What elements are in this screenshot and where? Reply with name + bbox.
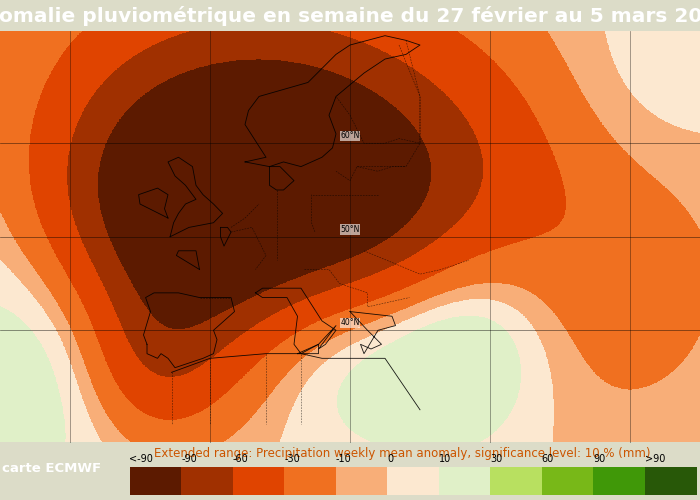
Text: -10: -10 <box>336 454 351 464</box>
Bar <box>490 466 542 496</box>
Text: Extended range: Precipitation weekly mean anomaly, significance level: 10 % (mm): Extended range: Precipitation weekly mea… <box>154 446 651 460</box>
Text: 50°N: 50°N <box>340 225 360 234</box>
Bar <box>542 466 594 496</box>
Text: carte ECMWF: carte ECMWF <box>2 462 101 475</box>
Text: 30: 30 <box>490 454 503 464</box>
Text: >90: >90 <box>645 454 665 464</box>
Text: -90: -90 <box>181 454 197 464</box>
Bar <box>232 466 284 496</box>
Bar <box>439 466 490 496</box>
Text: 0: 0 <box>387 454 393 464</box>
Text: Anomalie pluviométrique en semaine du 27 février au 5 mars 2023: Anomalie pluviométrique en semaine du 27… <box>0 6 700 25</box>
Text: 60°N: 60°N <box>340 132 360 140</box>
Text: 60: 60 <box>542 454 554 464</box>
Bar <box>336 466 387 496</box>
Text: 90: 90 <box>594 454 606 464</box>
Bar <box>387 466 439 496</box>
Bar <box>130 466 181 496</box>
Bar <box>284 466 336 496</box>
Bar <box>645 466 696 496</box>
Text: -30: -30 <box>284 454 300 464</box>
Text: 40°N: 40°N <box>340 318 360 328</box>
Text: <-90: <-90 <box>130 454 153 464</box>
Text: 10: 10 <box>439 454 451 464</box>
Bar <box>181 466 232 496</box>
Bar <box>594 466 645 496</box>
Text: -60: -60 <box>232 454 248 464</box>
